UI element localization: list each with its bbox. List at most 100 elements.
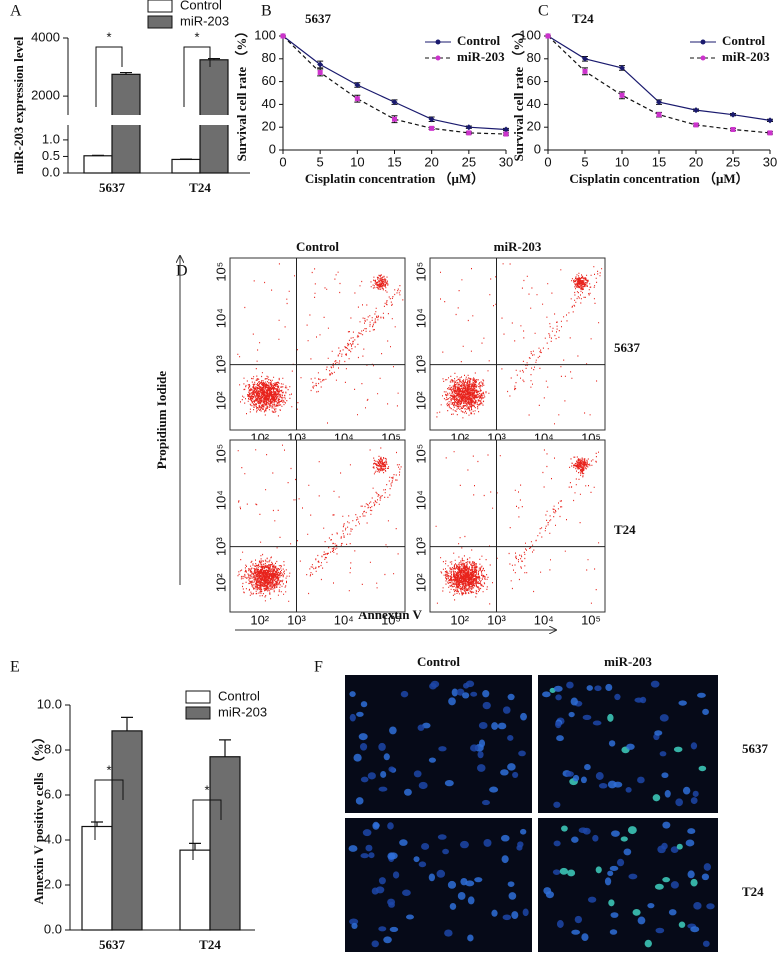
significance-label: * xyxy=(106,762,111,777)
marker xyxy=(656,112,662,118)
nucleus xyxy=(690,878,698,887)
error-bar xyxy=(219,739,231,757)
marker xyxy=(619,64,625,71)
legend-label: miR-203 xyxy=(722,49,770,64)
image-background xyxy=(345,675,532,813)
marker xyxy=(317,69,323,75)
nucleus xyxy=(520,828,527,835)
nucleus xyxy=(614,693,621,701)
nucleus xyxy=(655,927,665,934)
nucleus xyxy=(489,786,499,793)
nucleus xyxy=(436,869,446,878)
y-tick-label: 80 xyxy=(262,50,276,65)
nucleus xyxy=(678,700,687,706)
nucleus xyxy=(634,697,644,703)
nucleus xyxy=(690,926,700,933)
x-tick-label: 15 xyxy=(387,154,401,169)
nucleus xyxy=(500,769,509,776)
nucleus xyxy=(567,869,576,877)
column-title: miR-203 xyxy=(494,239,542,254)
bar xyxy=(111,730,143,931)
panel-label: C xyxy=(538,3,549,20)
nucleus xyxy=(520,712,527,721)
fluorescence-image xyxy=(345,818,532,952)
y-tick-label: 40 xyxy=(262,96,276,111)
image-background xyxy=(345,818,532,952)
nucleus xyxy=(467,934,474,942)
y-axis-label: miR-203 expression level xyxy=(11,36,26,174)
nucleus xyxy=(491,909,498,917)
nucleus xyxy=(360,853,369,859)
x-tick-label: 10² xyxy=(250,612,269,627)
y-tick-label: 10² xyxy=(413,391,428,410)
nucleus xyxy=(387,822,394,830)
marker xyxy=(354,96,360,102)
nucleus xyxy=(368,852,375,859)
nucleus xyxy=(561,825,568,832)
nucleus xyxy=(559,867,569,875)
legend-label: miR-203 xyxy=(218,704,267,719)
y-tick-label: 1.0 xyxy=(42,131,60,146)
event-dots xyxy=(237,444,402,602)
nucleus xyxy=(502,914,512,921)
nucleus xyxy=(692,790,699,797)
nucleus xyxy=(598,783,608,789)
nucleus xyxy=(478,721,488,730)
nucleus xyxy=(349,918,359,925)
nucleus xyxy=(582,827,591,835)
nucleus xyxy=(595,772,604,780)
error-bar xyxy=(91,821,103,827)
x-tick-label: 5 xyxy=(317,154,324,169)
nucleus xyxy=(572,774,580,782)
y-tick-label: 0 xyxy=(269,141,276,156)
event-dots xyxy=(237,263,404,424)
nucleus xyxy=(438,746,447,752)
nucleus xyxy=(693,901,702,910)
nucleus xyxy=(659,751,667,757)
nucleus xyxy=(545,891,554,899)
nucleus xyxy=(360,776,369,783)
nucleus xyxy=(555,694,562,701)
x-tick-label: 10⁴ xyxy=(534,612,554,627)
marker xyxy=(466,130,472,136)
nucleus xyxy=(592,834,599,842)
y-tick-label: 10² xyxy=(213,391,228,410)
nucleus xyxy=(570,697,578,706)
error-bar xyxy=(121,716,133,731)
x-tick-label: 25 xyxy=(462,154,476,169)
nucleus xyxy=(349,713,356,722)
nucleus xyxy=(387,898,396,906)
significance-bracket xyxy=(192,799,222,860)
y-axis-label: Survival cell rate （%） xyxy=(234,25,249,162)
nucleus xyxy=(507,763,516,771)
x-axis-label: Cisplatin concentration （μM） xyxy=(305,171,484,186)
y-tick-label: 10⁵ xyxy=(213,444,228,464)
y-tick-label: 10³ xyxy=(413,355,428,374)
fluorescence-image xyxy=(538,675,718,813)
flow-plot: 10² 10² 10³ 10³ 10⁴ 10⁴ 10⁵ 10⁵ xyxy=(413,439,606,627)
nucleus xyxy=(571,836,579,843)
nucleus xyxy=(418,781,428,790)
y-tick-label: 20 xyxy=(262,119,276,134)
marker xyxy=(619,92,625,98)
marker xyxy=(503,131,509,137)
x-tick-label: 10³ xyxy=(287,612,306,627)
marker xyxy=(767,130,773,136)
marker xyxy=(280,33,286,39)
x-tick-label: 20 xyxy=(424,154,438,169)
nucleus xyxy=(587,896,597,903)
nucleus xyxy=(402,889,411,896)
y-tick-label: 10⁴ xyxy=(213,490,228,510)
nucleus xyxy=(628,873,638,880)
nucleus xyxy=(470,691,478,697)
nucleus xyxy=(553,801,561,808)
significance-bracket xyxy=(183,46,211,107)
y-tick-label: 10⁵ xyxy=(413,444,428,464)
bar xyxy=(209,756,241,931)
nucleus xyxy=(392,871,400,879)
y-tick-label: 10³ xyxy=(213,537,228,556)
nucleus xyxy=(604,877,612,886)
nucleus xyxy=(584,764,591,771)
x-tick-label: 10³ xyxy=(487,612,506,627)
